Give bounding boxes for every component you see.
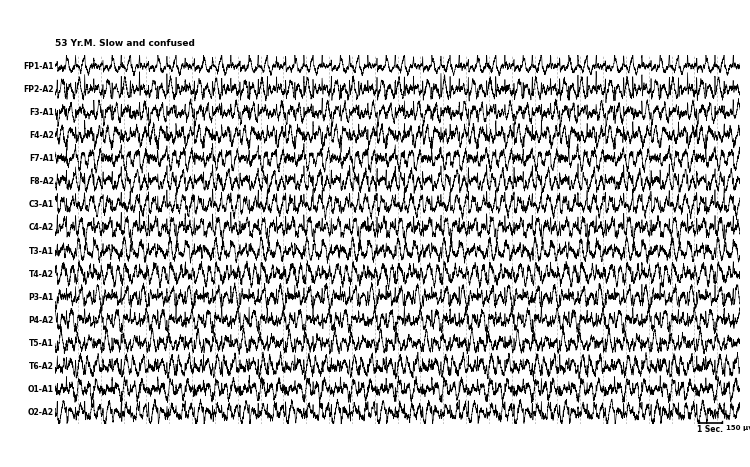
Text: 1 Sec.: 1 Sec. [698, 425, 723, 434]
Text: T6-A2: T6-A2 [28, 362, 54, 371]
Text: Medscape®: Medscape® [9, 7, 110, 21]
Text: T3-A1: T3-A1 [28, 247, 54, 255]
Text: T5-A1: T5-A1 [29, 339, 54, 348]
Text: P3-A1: P3-A1 [28, 293, 54, 302]
Text: www.medscape.com: www.medscape.com [315, 7, 458, 21]
Text: C3-A1: C3-A1 [28, 200, 54, 209]
Text: F8-A2: F8-A2 [28, 177, 54, 186]
Text: Source: Semin Neurol © 2003 Thieme Medical Publishers: Source: Semin Neurol © 2003 Thieme Medic… [399, 448, 735, 458]
Text: 53 Yr.M. Slow and confused: 53 Yr.M. Slow and confused [55, 39, 195, 49]
Text: P4-A2: P4-A2 [28, 316, 54, 325]
Text: O1-A1: O1-A1 [28, 385, 54, 394]
Text: F4-A2: F4-A2 [29, 131, 54, 140]
Text: O2-A2: O2-A2 [28, 408, 54, 417]
Text: FP1-A1: FP1-A1 [23, 62, 54, 71]
Text: F3-A1: F3-A1 [29, 108, 54, 117]
Text: C4-A2: C4-A2 [28, 224, 54, 233]
Text: FP2-A2: FP2-A2 [23, 85, 54, 94]
Text: F7-A1: F7-A1 [28, 154, 54, 163]
Text: 150 μv: 150 μv [726, 425, 750, 431]
Text: T4-A2: T4-A2 [28, 269, 54, 279]
